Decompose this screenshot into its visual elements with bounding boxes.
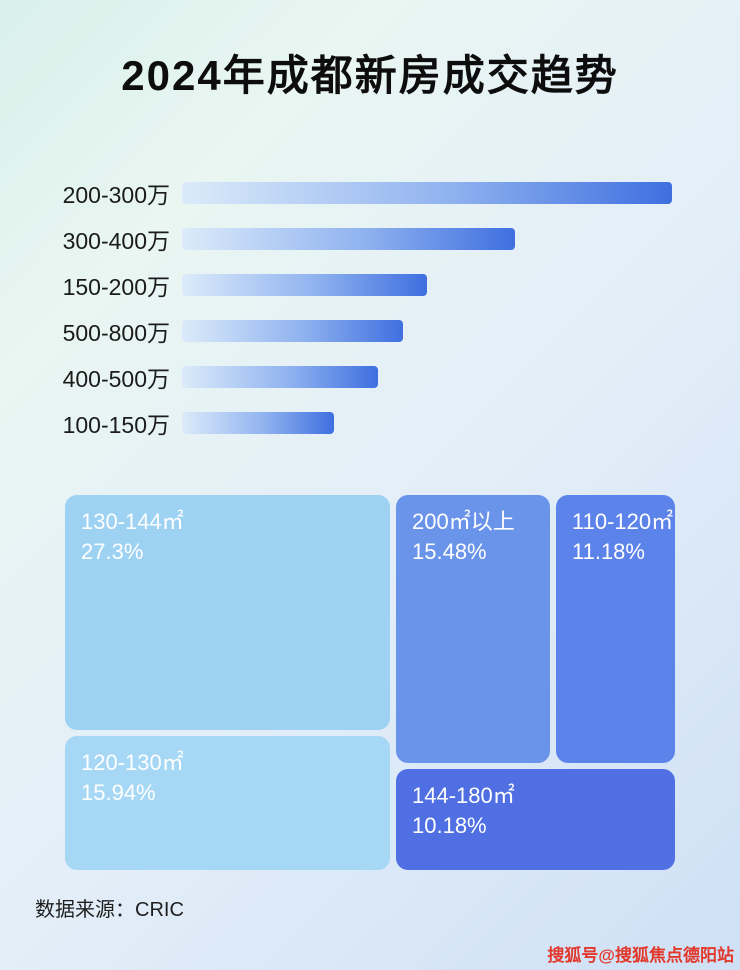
bar-track <box>182 412 672 434</box>
watermark: 搜狐号@搜狐焦点德阳站 <box>547 946 734 965</box>
treemap-block-130-144: 130-144㎡ 27.3% <box>65 495 390 730</box>
bar-row: 400-500万 <box>28 366 718 392</box>
bar <box>182 412 334 434</box>
bar-label: 100-150万 <box>62 412 170 438</box>
bar <box>182 274 427 296</box>
treemap-block-label: 130-144㎡ <box>81 509 184 534</box>
bar <box>182 182 672 204</box>
treemap-block-value: 27.3% <box>81 538 144 564</box>
bar-track <box>182 366 672 388</box>
bar-track <box>182 320 672 342</box>
bar-label: 400-500万 <box>62 366 170 392</box>
treemap-block-value: 15.94% <box>81 779 156 805</box>
treemap-block-label: 144-180㎡ <box>412 783 515 808</box>
bar-row: 300-400万 <box>28 228 718 254</box>
treemap-block-value: 10.18% <box>412 812 487 838</box>
treemap-block-144-180: 144-180㎡ 10.18% <box>396 769 675 870</box>
treemap-block-label: 120-130㎡ <box>81 750 184 775</box>
page-title: 2024年成都新房成交趋势 <box>121 52 619 99</box>
bar-label: 150-200万 <box>62 274 170 300</box>
bar-track <box>182 274 672 296</box>
bar-row: 200-300万 <box>28 182 718 208</box>
treemap-block-200-plus: 200㎡以上 15.48% <box>396 495 550 763</box>
bar-chart: 200-300万 300-400万 150-200万 500-800万 400-500万… <box>28 182 718 458</box>
treemap-block-110-120: 110-120㎡ 11.18% <box>556 495 675 763</box>
bar-track <box>182 228 672 250</box>
bar-row: 100-150万 <box>28 412 718 438</box>
bar <box>182 228 516 250</box>
bar <box>182 320 403 342</box>
treemap-block-value: 15.48% <box>412 538 487 564</box>
bar-row: 150-200万 <box>28 274 718 300</box>
bar-row: 500-800万 <box>28 320 718 346</box>
treemap-block-label: 200㎡以上 <box>412 509 515 534</box>
treemap: 130-144㎡ 27.3% 120-130㎡ 15.94% 200㎡以上 15… <box>65 495 675 870</box>
treemap-block-120-130: 120-130㎡ 15.94% <box>65 736 390 870</box>
bar-track <box>182 182 672 204</box>
bar-label: 200-300万 <box>62 182 170 208</box>
data-source-label: 数据来源：CRIC <box>35 899 184 921</box>
treemap-block-value: 11.18% <box>572 538 645 564</box>
treemap-block-label: 110-120㎡ <box>572 509 674 534</box>
bar-label: 300-400万 <box>62 228 170 254</box>
bar-label: 500-800万 <box>62 320 170 346</box>
bar <box>182 366 378 388</box>
